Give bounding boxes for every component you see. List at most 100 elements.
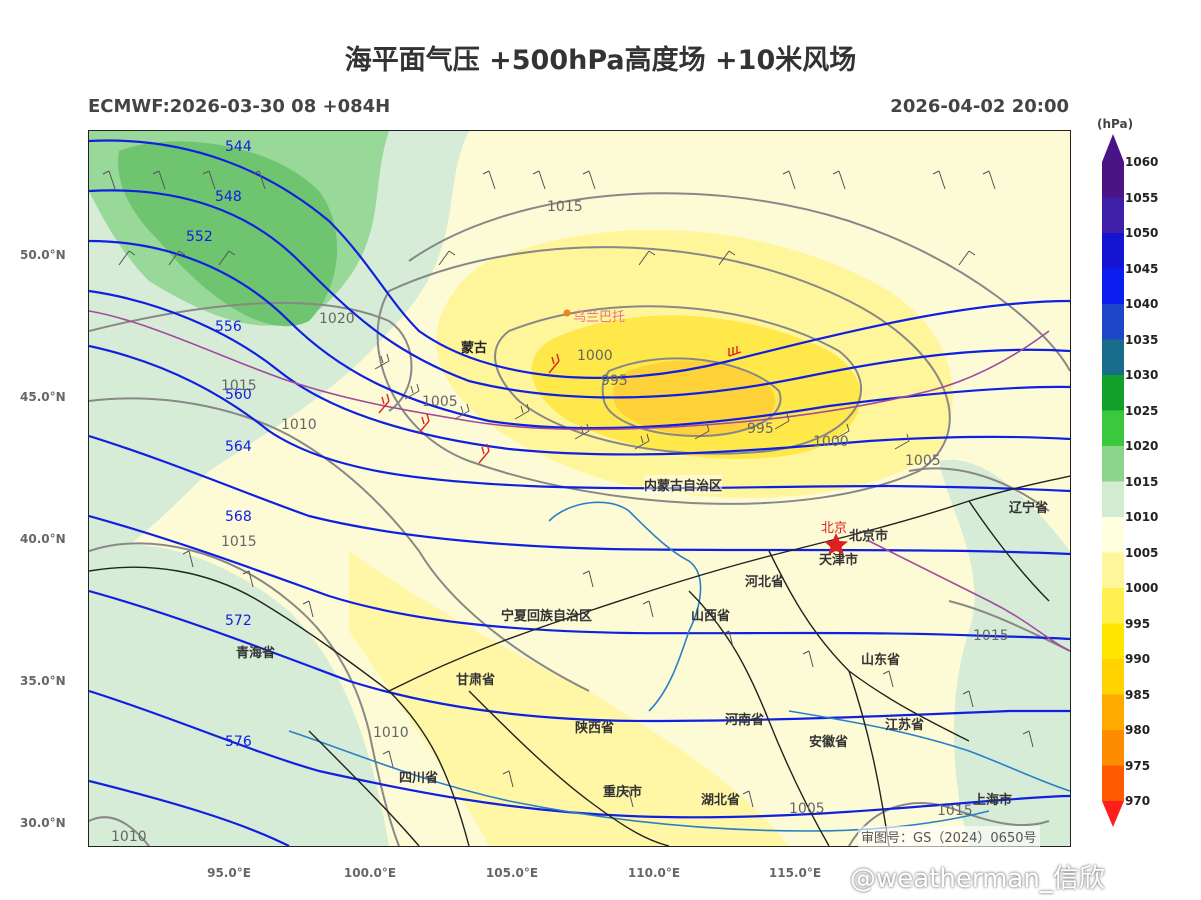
isobar-label: 1005 [422,394,458,410]
map-canvas [89,131,1070,846]
colorbar-tick-label: 1040 [1125,297,1159,311]
beijing-star-icon [824,533,848,556]
colorbar [1102,134,1124,827]
label-beijing: 北京 [821,521,848,536]
lon-label: 105.0°E [485,866,539,880]
colorbar-segment [1102,517,1124,553]
label-shaanxi: 陕西省 [575,721,615,736]
colorbar-tick-label: 1015 [1125,474,1159,489]
wind-barbs [102,170,1034,808]
height-label-560: 560 [225,387,252,403]
label-shanghai: 上海市 [973,793,1013,808]
height-label-552: 552 [186,229,213,245]
height-label-564: 564 [225,439,252,455]
colorbar-tick-label: 1030 [1125,368,1159,382]
isobar-label: 1015 [221,534,257,550]
colorbar-tick-label: 1020 [1125,439,1159,453]
isobar-label: 1010 [111,829,147,845]
colorbar-segment [1102,765,1124,801]
label-hebei: 河北省 [745,575,785,590]
height-label-572: 572 [225,613,252,629]
strong-wind-barbs [378,346,742,464]
colorbar-tick-label: 1045 [1125,261,1159,276]
colorbar-segment [1102,162,1124,198]
label-ulaanbaatar: 乌兰巴托 [573,310,626,325]
colorbar-segment [1102,659,1124,695]
valid-time-label: 2026-04-02 20:00 [890,96,1069,117]
lat-label: 40.0°N [20,532,66,546]
colorbar-tick-label: 1055 [1125,190,1159,205]
lat-label: 45.0°N [20,390,66,404]
chart-title: 海平面气压 +500hPa高度场 +10米风场 [344,45,857,76]
lon-label: 115.0°E [768,866,822,880]
colorbar-segment [1102,730,1124,766]
label-beijing-city: 北京市 [849,529,889,544]
isobar-label: 1005 [789,801,825,817]
colorbar-segment [1102,623,1124,659]
colorbar-segment [1102,233,1124,269]
colorbar-tick-label: 1050 [1125,226,1159,240]
label-mongolia: 蒙古 [461,341,488,356]
colorbar-min-arrow-icon [1102,801,1124,827]
colorbar-segment [1102,588,1124,624]
colorbar-tick-label: 1035 [1125,332,1159,347]
isobar-label: 1010 [373,725,409,741]
label-inner-mongolia: 内蒙古自治区 [644,475,723,494]
colorbar-segment [1102,446,1124,482]
shade-1015-east [939,459,1070,846]
lon-label: 95.0°E [207,866,251,880]
height-label-556: 556 [215,319,242,335]
label-shandong: 山东省 [861,653,901,668]
shade-1005-south [349,551,789,846]
colorbar-tick-label: 1025 [1125,403,1159,418]
label-qinghai: 青海省 [236,646,276,661]
isobar-label: 1005 [905,453,941,469]
label-hubei: 湖北省 [701,793,741,808]
colorbar-segment [1102,197,1124,233]
lat-label: 30.0°N [20,816,66,830]
label-ningxia: 宁夏回族自治区 [501,609,593,624]
colorbar-segment [1102,339,1124,375]
colorbar-segment [1102,694,1124,730]
label-anhui: 安徽省 [809,735,849,750]
height-label-544: 544 [225,139,252,155]
height-label-576: 576 [225,734,252,750]
label-liaoning: 辽宁省 [1009,501,1049,516]
colorbar-tick-label: 1060 [1125,155,1159,169]
weather-map: 544 548 552 556 560 564 568 572 576 1015… [88,130,1071,847]
isobar-label: 1020 [319,311,355,327]
colorbar-segment [1102,304,1124,340]
colorbar-segment [1102,481,1124,517]
isobar-label: 1010 [281,417,317,433]
label-henan: 河南省 [725,713,765,728]
height-label-568: 568 [225,509,252,525]
province-borders [89,475,1070,846]
colorbar-tick-label: 980 [1125,723,1151,737]
colorbar-segment [1102,268,1124,304]
isobar-label: 1000 [813,434,849,450]
isobar-label: 995 [601,373,628,389]
colorbar-tick-label: 985 [1125,687,1151,702]
colorbar-segment [1102,410,1124,446]
isobar-label: 1000 [577,348,613,364]
isobar-label: 995 [747,421,774,437]
height-label-548: 548 [215,189,242,205]
colorbar-tick-label: 1000 [1125,581,1159,595]
colorbar-tick-label: 1010 [1125,510,1159,524]
colorbar-tick-label: 990 [1125,652,1151,666]
label-jiangsu: 江苏省 [885,718,925,733]
isobars [89,192,1070,846]
colorbar-unit: (hPa) [1097,117,1134,131]
colorbar-segment [1102,552,1124,588]
national-border [89,310,1070,652]
ulaanbaatar-dot-icon [563,309,571,317]
colorbar-tick-label: 975 [1125,758,1151,773]
colorbar-max-arrow-icon [1102,134,1124,162]
map-audit-number: 审图号：GS（2024）0650号 [858,826,1040,847]
colorbar-tick-label: 995 [1125,616,1151,631]
label-shanxi: 山西省 [691,609,731,624]
model-run-label: ECMWF:2026-03-30 08 +084H [88,96,391,117]
lon-label: 100.0°E [343,866,397,880]
label-chongqing: 重庆市 [603,785,643,800]
isobar-label: 1015 [221,378,257,394]
